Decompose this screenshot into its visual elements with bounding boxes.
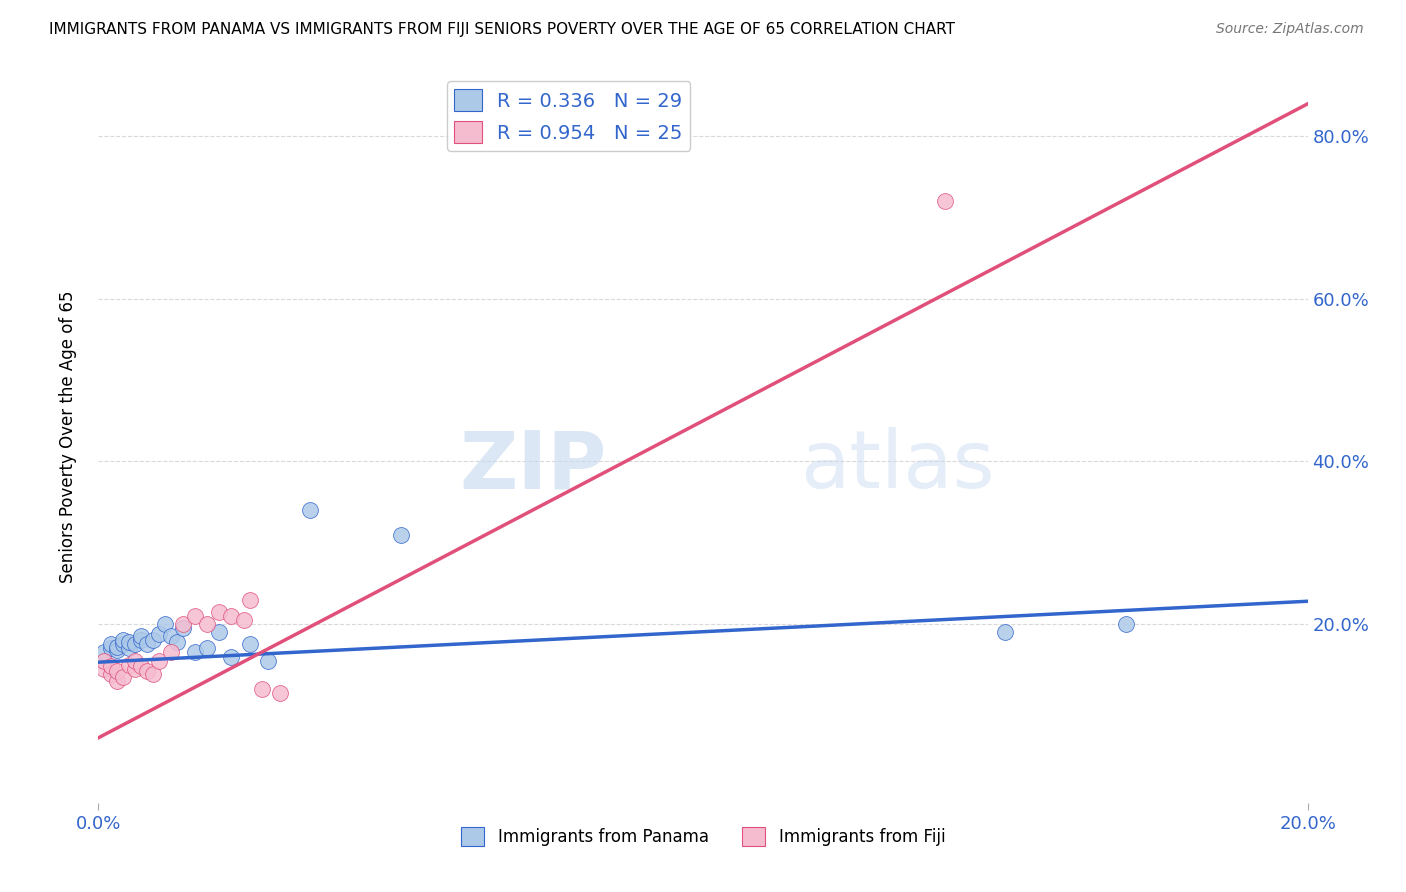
Point bbox=[142, 667, 165, 681]
Point bbox=[389, 527, 412, 541]
Point bbox=[269, 686, 291, 700]
Point bbox=[148, 654, 170, 668]
Point bbox=[100, 641, 122, 656]
Point bbox=[299, 503, 322, 517]
Point bbox=[239, 637, 262, 651]
Point bbox=[142, 633, 165, 648]
Point bbox=[93, 662, 115, 676]
Point bbox=[250, 681, 273, 696]
Point bbox=[111, 633, 134, 648]
Point bbox=[148, 626, 170, 640]
Point bbox=[129, 629, 152, 643]
Point bbox=[195, 617, 218, 632]
Point bbox=[239, 592, 262, 607]
Text: Source: ZipAtlas.com: Source: ZipAtlas.com bbox=[1216, 22, 1364, 37]
Point bbox=[195, 641, 218, 656]
Point bbox=[135, 664, 157, 678]
Text: atlas: atlas bbox=[800, 427, 994, 506]
Point bbox=[153, 617, 176, 632]
Point bbox=[105, 673, 128, 688]
Point bbox=[124, 662, 146, 676]
Point bbox=[1115, 617, 1137, 632]
Point bbox=[160, 645, 183, 659]
Point bbox=[93, 654, 115, 668]
Point bbox=[232, 613, 254, 627]
Point bbox=[994, 625, 1017, 640]
Point bbox=[100, 659, 122, 673]
Point bbox=[135, 637, 157, 651]
Point bbox=[118, 641, 141, 656]
Point bbox=[160, 629, 183, 643]
Point bbox=[172, 621, 194, 635]
Point bbox=[111, 670, 134, 684]
Legend: Immigrants from Panama, Immigrants from Fiji: Immigrants from Panama, Immigrants from … bbox=[454, 821, 952, 853]
Point bbox=[172, 617, 194, 632]
Point bbox=[105, 643, 128, 657]
Point bbox=[100, 667, 122, 681]
Point bbox=[934, 194, 956, 209]
Point bbox=[129, 659, 152, 673]
Point bbox=[208, 625, 231, 640]
Point bbox=[124, 654, 146, 668]
Point bbox=[221, 608, 243, 623]
Point bbox=[256, 654, 278, 668]
Y-axis label: Seniors Poverty Over the Age of 65: Seniors Poverty Over the Age of 65 bbox=[59, 291, 77, 583]
Point bbox=[111, 637, 134, 651]
Text: ZIP: ZIP bbox=[458, 427, 606, 506]
Point bbox=[105, 640, 128, 654]
Point bbox=[100, 637, 122, 651]
Point bbox=[184, 645, 207, 659]
Point bbox=[118, 657, 141, 672]
Point bbox=[105, 664, 128, 678]
Point bbox=[118, 635, 141, 649]
Point bbox=[124, 637, 146, 651]
Point bbox=[184, 608, 207, 623]
Point bbox=[221, 649, 243, 664]
Point bbox=[129, 633, 152, 648]
Point bbox=[93, 645, 115, 659]
Point bbox=[166, 635, 188, 649]
Text: IMMIGRANTS FROM PANAMA VS IMMIGRANTS FROM FIJI SENIORS POVERTY OVER THE AGE OF 6: IMMIGRANTS FROM PANAMA VS IMMIGRANTS FRO… bbox=[49, 22, 955, 37]
Point bbox=[208, 605, 231, 619]
